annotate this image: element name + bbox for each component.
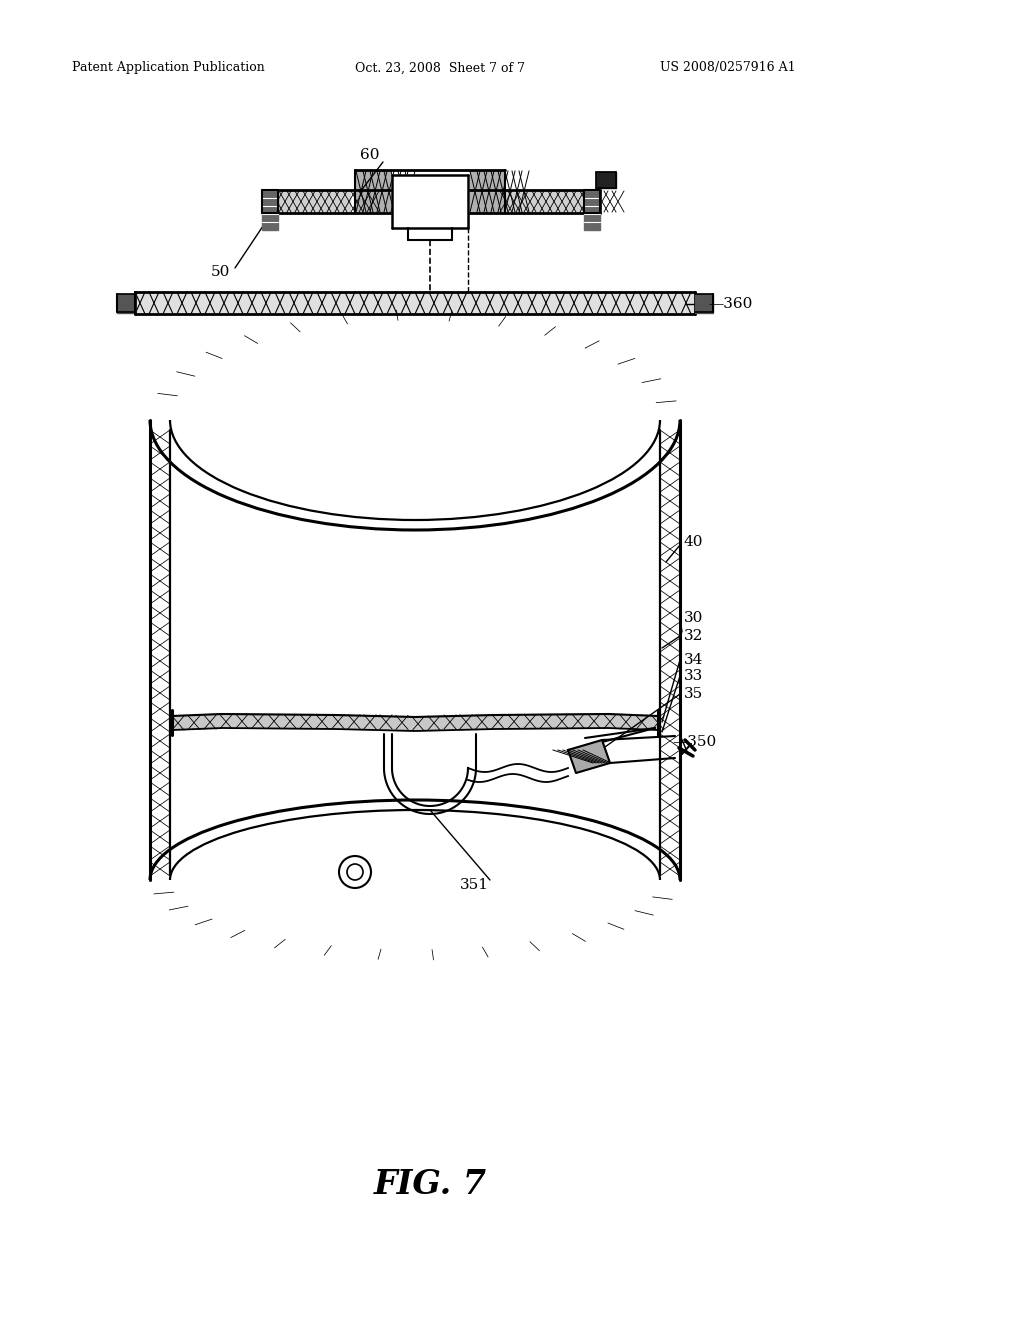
Text: 34: 34 xyxy=(684,653,703,667)
Polygon shape xyxy=(172,714,658,731)
Polygon shape xyxy=(117,304,135,308)
Text: FIG. 7: FIG. 7 xyxy=(374,1168,486,1201)
Polygon shape xyxy=(117,300,135,304)
Text: 30: 30 xyxy=(684,611,703,624)
Polygon shape xyxy=(470,172,504,213)
Text: 50: 50 xyxy=(210,265,229,279)
Polygon shape xyxy=(271,191,350,213)
Polygon shape xyxy=(262,190,278,198)
Text: Patent Application Publication: Patent Application Publication xyxy=(72,62,265,74)
Text: Oct. 23, 2008  Sheet 7 of 7: Oct. 23, 2008 Sheet 7 of 7 xyxy=(355,62,525,74)
Polygon shape xyxy=(584,206,600,214)
Polygon shape xyxy=(500,191,599,213)
Polygon shape xyxy=(584,198,600,205)
Text: 33: 33 xyxy=(684,669,703,682)
Polygon shape xyxy=(695,294,713,298)
Text: 32: 32 xyxy=(684,630,703,643)
Polygon shape xyxy=(262,198,278,205)
Text: —350: —350 xyxy=(672,735,716,748)
Polygon shape xyxy=(262,214,278,220)
Polygon shape xyxy=(392,176,468,228)
Polygon shape xyxy=(695,300,713,304)
Text: 40: 40 xyxy=(684,535,703,549)
Polygon shape xyxy=(117,294,135,298)
Polygon shape xyxy=(695,304,713,308)
Polygon shape xyxy=(584,190,600,198)
Polygon shape xyxy=(568,741,610,774)
Polygon shape xyxy=(262,222,278,230)
Polygon shape xyxy=(584,222,600,230)
Polygon shape xyxy=(695,309,713,313)
Polygon shape xyxy=(356,172,390,213)
Polygon shape xyxy=(135,292,695,314)
Text: 351: 351 xyxy=(460,878,488,892)
Text: US 2008/0257916 A1: US 2008/0257916 A1 xyxy=(660,62,796,74)
Polygon shape xyxy=(262,206,278,214)
Polygon shape xyxy=(584,214,600,220)
Text: 60: 60 xyxy=(360,148,380,162)
Polygon shape xyxy=(596,172,616,187)
Text: —360: —360 xyxy=(708,297,753,312)
Polygon shape xyxy=(117,309,135,313)
Text: 35: 35 xyxy=(684,686,703,701)
